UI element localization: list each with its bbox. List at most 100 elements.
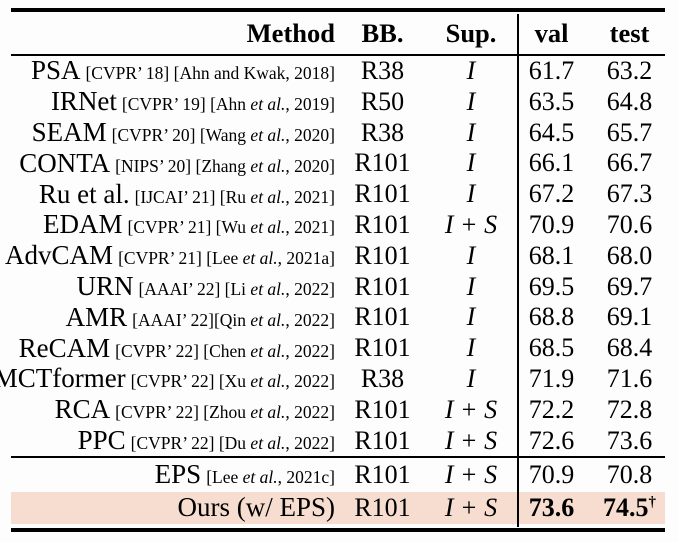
test-score-value: 68.0 [606, 240, 653, 270]
val-score-cell: 71.9 [528, 363, 575, 393]
val-score-cell: 63.5 [528, 86, 575, 116]
summary-rows-section: EPS [Lee et al., 2021c] R101 I + S 70.9 … [11, 458, 665, 524]
method-cell: SEAM [CVPR’ 20] [Wang et al., 2020] [11, 119, 340, 146]
table-row: URN [AAAI’ 22] [Li et al., 2022] R101 I … [11, 271, 665, 302]
backbone-cell: R101 [354, 209, 411, 239]
supervision-cell: I [466, 148, 476, 178]
supervision-cell: I [466, 302, 476, 332]
val-score-cell: 67.2 [528, 179, 575, 209]
supervision-cell: I + S [444, 394, 498, 424]
method-name: PSA [30, 55, 81, 86]
supervision-cell: I + S [444, 209, 498, 239]
test-score-value: 71.6 [606, 363, 653, 393]
test-score-cell: 66.7 [586, 150, 665, 176]
table-row: Ru et al. [IJCAI’ 21] [Ru et al., 2021] … [11, 179, 665, 210]
table-row: EDAM [CVPR’ 21] [Wu et al., 2021] R101 I… [11, 210, 665, 241]
test-score-cell: 63.2 [586, 55, 665, 85]
table-row: SEAM [CVPR’ 20] [Wang et al., 2020] R38 … [11, 117, 665, 148]
method-cell: AMR [AAAI’ 22][Qin et al., 2022] [11, 301, 340, 332]
table-row: EPS [Lee et al., 2021c] R101 I + S 70.9 … [11, 458, 665, 492]
val-score-cell: 70.9 [528, 459, 575, 489]
val-score-cell: 69.5 [528, 271, 575, 301]
backbone-cell: R101 [354, 240, 411, 270]
citation: [CVPR’ 22] [Du et al., 2022] [130, 433, 335, 454]
col-header-method-label: Method [246, 17, 335, 48]
method-name: RCA [54, 394, 111, 425]
backbone-cell: R38 [360, 363, 405, 393]
supervision-cell: I [466, 333, 476, 363]
val-score-cell: 68.5 [528, 333, 575, 363]
header-row: Method BB. Sup. val test [11, 12, 665, 54]
test-score-cell: 65.7 [586, 117, 665, 147]
supervision-cell: I + S [444, 459, 498, 489]
backbone-cell: R38 [360, 55, 405, 85]
backbone-cell: R101 [354, 271, 411, 301]
results-table: Method BB. Sup. val test PSA [CVPR’ 18] … [0, 8, 665, 533]
citation: [CVPR’ 20] [Wang et al., 2020] [111, 125, 335, 146]
backbone-cell: R101 [354, 333, 411, 363]
test-score-cell: 74.5† [586, 494, 665, 521]
table-row: AMR [AAAI’ 22][Qin et al., 2022] R101 I … [11, 302, 665, 333]
method-cell: CONTA [NIPS’ 20] [Zhang et al., 2020] [11, 149, 340, 177]
test-score-cell: 64.8 [586, 86, 665, 116]
col-header-supervision: Sup. [445, 17, 497, 48]
test-score-cell: 69.7 [586, 273, 665, 300]
citation: [CVPR’ 19] [Ahn et al., 2019] [121, 94, 335, 115]
method-cell: EPS [Lee et al., 2021c] [11, 461, 340, 488]
method-cell: PSA [CVPR’ 18] [Ahn and Kwak, 2018] [11, 57, 340, 84]
test-score-cell: 68.0 [586, 240, 665, 270]
supervision-cell: I + S [444, 425, 498, 455]
method-name: AdvCAM [5, 240, 114, 271]
val-score-cell: 68.1 [528, 240, 575, 270]
top-rule [11, 8, 665, 12]
col-header-val: val [534, 17, 569, 48]
backbone-cell: R101 [354, 425, 411, 455]
backbone-cell: R101 [354, 179, 411, 209]
method-name: Ours (w/ EPS) [177, 492, 335, 523]
table-row: ReCAM [CVPR’ 22] [Chen et al., 2022] R10… [11, 333, 665, 364]
backbone-cell: R101 [354, 459, 411, 489]
val-score-cell: 73.6 [528, 492, 575, 522]
citation: [CVPR’ 21] [Lee et al., 2021a] [118, 248, 335, 269]
citation: [CVPR’ 18] [Ahn and Kwak, 2018] [85, 63, 335, 84]
method-name: Ru et al. [38, 178, 130, 209]
val-score-cell: 66.1 [528, 148, 575, 178]
test-score-value: 63.2 [606, 55, 653, 85]
citation: [Lee et al., 2021c] [206, 467, 335, 488]
backbone-cell: R101 [354, 394, 411, 424]
header-rule [11, 54, 665, 56]
supervision-cell: I [466, 240, 476, 270]
citation: [CVPR’ 22] [Chen et al., 2022] [115, 340, 335, 361]
method-cell: Ru et al. [IJCAI’ 21] [Ru et al., 2021] [11, 178, 340, 209]
method-name: SEAM [31, 117, 107, 148]
test-score-value: 64.8 [606, 86, 653, 116]
test-score-cell: 67.3 [586, 181, 665, 207]
method-name: AMR [65, 301, 128, 332]
test-score-value: 68.4 [606, 333, 653, 363]
supervision-cell: I + S [444, 492, 498, 522]
citation: [CVPR’ 22] [Zhou et al., 2022] [115, 402, 335, 423]
backbone-cell: R50 [360, 86, 405, 116]
citation: [AAAI’ 22][Qin et al., 2022] [132, 309, 335, 330]
backbone-cell: R101 [354, 492, 411, 522]
method-name: IRNet [50, 86, 117, 117]
test-score-value: 65.7 [606, 117, 653, 147]
table-row: Ours (w/ EPS) R101 I + S 73.6 74.5† [11, 491, 665, 524]
col-header-test: test [609, 17, 650, 48]
supervision-cell: I [466, 363, 476, 393]
supervision-cell: I [466, 117, 476, 147]
column-divider [517, 14, 519, 527]
method-cell: ReCAM [CVPR’ 22] [Chen et al., 2022] [11, 332, 340, 363]
supervision-cell: I [466, 55, 476, 85]
col-header-method: Method [11, 20, 340, 47]
method-name: EPS [154, 459, 202, 490]
backbone-cell: R101 [354, 302, 411, 332]
method-name: ReCAM [18, 332, 111, 363]
test-score-value: 72.8 [606, 394, 653, 424]
citation: [AAAI’ 22] [Li et al., 2022] [138, 279, 335, 300]
method-cell: Ours (w/ EPS) [11, 494, 340, 521]
test-score-cell: 68.4 [586, 335, 665, 361]
table-row: CONTA [NIPS’ 20] [Zhang et al., 2020] R1… [11, 148, 665, 179]
table-row: PSA [CVPR’ 18] [Ahn and Kwak, 2018] R38 … [11, 56, 665, 87]
